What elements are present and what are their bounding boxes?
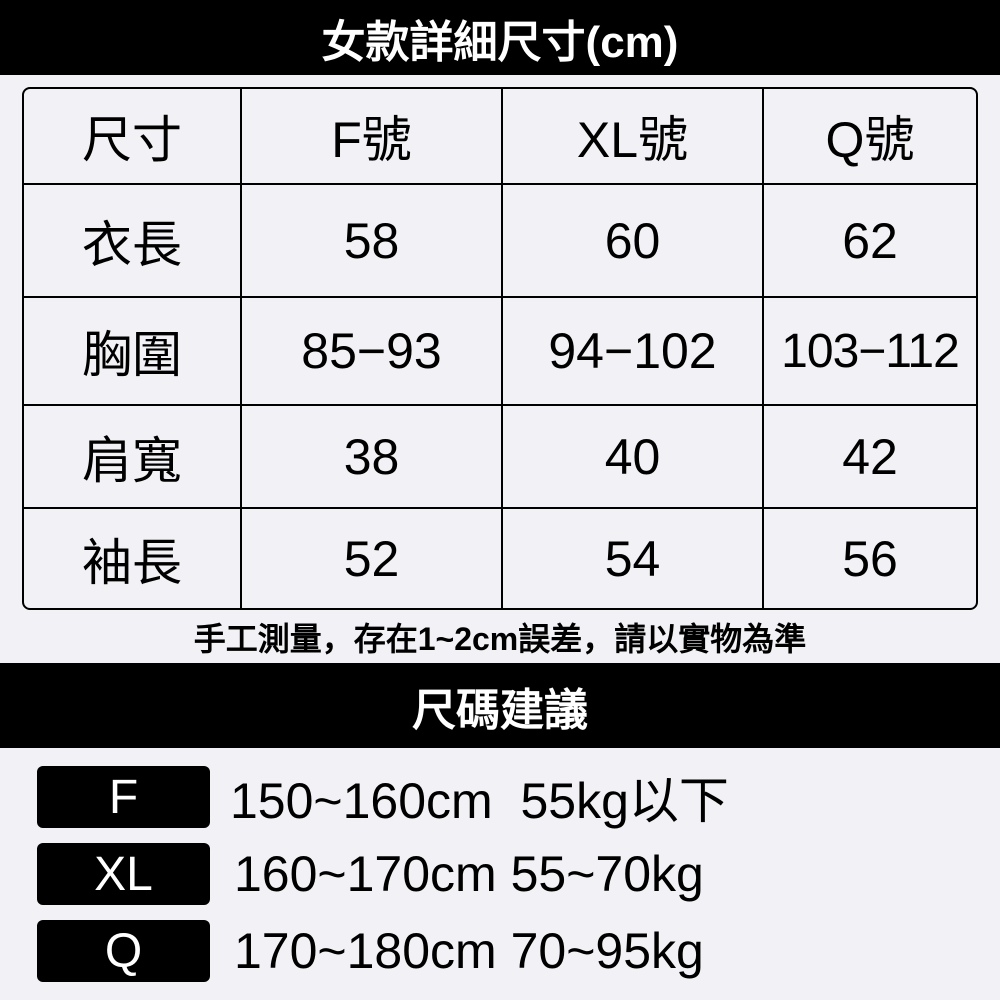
table-header-row: 尺寸 F號 XL號 Q號 bbox=[24, 89, 976, 183]
table-cell: 60 bbox=[503, 185, 764, 296]
divider bbox=[24, 296, 976, 298]
table-cell: 85−93 bbox=[242, 298, 503, 404]
size-badge: XL bbox=[37, 843, 210, 905]
row-label: 肩寬 bbox=[24, 406, 242, 507]
table-cell: 103−112 bbox=[781, 324, 960, 378]
section-title: 尺碼建議 bbox=[0, 663, 1000, 748]
table-row: 衣長 58 60 62 bbox=[24, 185, 976, 296]
size-badge: Q bbox=[37, 920, 210, 982]
table-row: 胸圍 85−93 94−102 103−112 bbox=[24, 298, 976, 404]
table-cell: 56 bbox=[842, 530, 898, 587]
table-cell: 52 bbox=[242, 509, 503, 608]
recommendation-text: 150~160cm 55kg以下 bbox=[230, 773, 729, 829]
header-cell: Q號 bbox=[825, 112, 915, 168]
table-cell: 54 bbox=[503, 509, 764, 608]
recommendation-item: F 150~160cm 55kg以下 bbox=[37, 766, 729, 829]
table-cell: 40 bbox=[503, 406, 764, 507]
recommendation-text: 160~170cm 55~70kg bbox=[234, 846, 704, 902]
table-cell: 62 bbox=[842, 212, 898, 269]
table-cell: 38 bbox=[242, 406, 503, 507]
recommendation-item: XL 160~170cm 55~70kg bbox=[37, 843, 704, 905]
table-row: 袖長 52 54 56 bbox=[24, 509, 976, 608]
table-cell: 58 bbox=[242, 185, 503, 296]
divider bbox=[24, 183, 976, 185]
header-cell: 尺寸 bbox=[24, 89, 242, 183]
header-cell: XL號 bbox=[503, 89, 764, 183]
divider bbox=[24, 404, 976, 406]
recommendation-text: 170~180cm 70~95kg bbox=[234, 923, 704, 979]
table-cell: 94−102 bbox=[503, 298, 764, 404]
table-cell: 42 bbox=[842, 428, 898, 485]
size-table: 尺寸 F號 XL號 Q號 衣長 58 60 62 胸圍 85−93 94−102… bbox=[22, 87, 978, 610]
divider bbox=[24, 507, 976, 509]
row-label: 衣長 bbox=[24, 185, 242, 296]
size-badge: F bbox=[37, 766, 210, 828]
header-cell: F號 bbox=[242, 89, 503, 183]
table-row: 肩寬 38 40 42 bbox=[24, 406, 976, 507]
recommendation-item: Q 170~180cm 70~95kg bbox=[37, 920, 704, 982]
page-title: 女款詳細尺寸(cm) bbox=[0, 0, 1000, 75]
row-label: 胸圍 bbox=[24, 298, 242, 404]
row-label: 袖長 bbox=[24, 509, 242, 608]
measurement-note: 手工測量，存在1~2cm誤差，請以實物為準 bbox=[193, 621, 807, 657]
